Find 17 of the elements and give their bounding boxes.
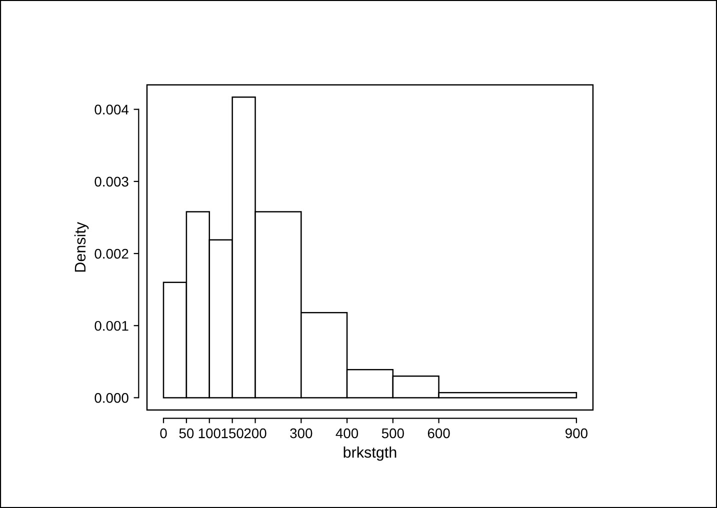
x-tick-label: 600 xyxy=(428,428,450,438)
y-axis-title: Density xyxy=(74,222,89,272)
y-tick-label: 0.004 xyxy=(94,104,129,115)
x-tick-label: 50 xyxy=(179,428,194,438)
x-tick-label: 900 xyxy=(566,428,588,438)
x-tick-label: 100 xyxy=(198,428,220,438)
y-tick-label: 0.000 xyxy=(94,393,128,403)
x-axis-title: brkstgth xyxy=(344,446,396,461)
y-tick-label: 0.003 xyxy=(94,176,128,187)
x-tick-label: 500 xyxy=(382,428,404,438)
x-tick-label: 0 xyxy=(160,428,167,438)
y-tick-label: 0.002 xyxy=(94,248,128,259)
y-tick-label: 0.001 xyxy=(94,320,128,331)
x-tick-label: 150 xyxy=(222,428,244,438)
x-tick-label: 300 xyxy=(290,428,312,438)
x-tick-label: 400 xyxy=(336,428,358,438)
x-tick-label: 200 xyxy=(244,428,266,438)
